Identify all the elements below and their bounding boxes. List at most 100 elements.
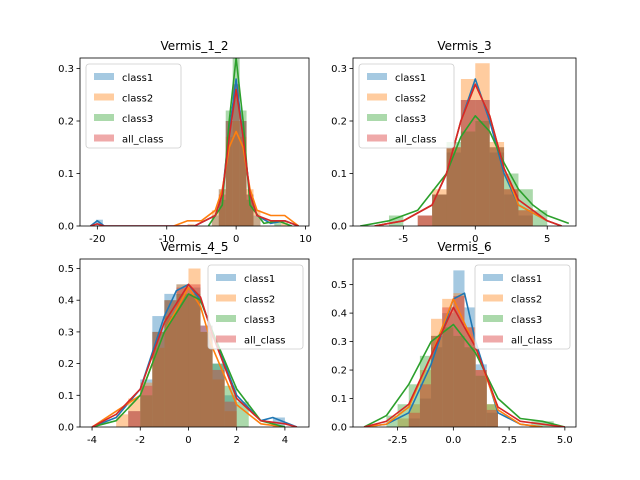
hist-bar-class1 [518,215,533,226]
hist-bar-all_class [188,284,201,427]
legend-swatch-all_class [94,134,114,142]
plot-area [363,270,566,427]
hist-bar-class2 [152,347,165,427]
legend-label-class3: class3 [395,114,426,125]
axes-frame [352,258,577,428]
y-tick-label: 0.2 [58,117,74,128]
axes-frame [79,258,310,428]
legend-label-class1: class1 [244,274,275,285]
hist-bar-class1 [232,84,240,226]
hist-bar-class2 [431,318,443,427]
hist-bar-all_class [246,194,254,226]
y-tick-label: 0.1 [58,391,74,402]
legend-swatch-class2 [483,294,503,302]
legend-swatch-class1 [367,73,387,80]
kde-line-class3 [91,293,286,427]
hist-bar-class3 [464,347,476,427]
hist-bar-class2 [218,189,226,226]
hist-bar-class2 [475,63,490,226]
x-tick-label: 5 [544,234,550,245]
hist-bar-class1 [442,313,454,427]
x-tick-label: -5 [398,234,408,245]
legend-swatch-class1 [94,73,114,80]
hist-bar-all_class [239,121,247,226]
hist-bar-class2 [176,284,189,427]
kde-line-all_class [374,83,562,226]
x-tick-label: 5.0 [557,435,573,446]
hist-bar-class3 [274,220,282,226]
y-tick-label: 0.3 [58,64,74,75]
hist-bar-class3 [432,194,447,226]
legend-swatch-all_class [216,335,236,343]
hist-bar-class2 [518,210,533,226]
hist-bar-class2 [212,379,225,427]
y-tick-label: 0.0 [58,423,74,434]
hist-bar-class2 [408,404,420,427]
hist-bar-class2 [446,147,461,226]
hist-bar-class1 [176,284,189,427]
hist-bar-class3 [225,110,233,226]
hist-bar-class3 [518,189,533,226]
legend: class1 class2 class3 all_class [474,264,571,350]
kde-line-all_class [363,306,565,427]
hist-bar-class1 [489,152,505,226]
hist-bar-class3 [200,331,213,427]
y-tick-label: 0.5 [58,264,74,275]
hist-bar-class3 [442,327,454,427]
subplot-title: Vermis_6 [437,240,491,254]
hist-bar-class1 [419,398,432,427]
legend-label-class2: class2 [395,94,426,105]
hist-bar-class1 [446,152,461,226]
y-tick-label: 0.0 [58,222,74,233]
subplot-title: Vermis_4_5 [161,240,229,254]
hist-bar-class1 [128,411,141,427]
legend-swatch-class1 [216,274,236,281]
hist-bar-class1 [224,395,237,427]
hist-bar-class2 [232,121,240,226]
hist-bar-class3 [232,58,240,226]
y-tick-label: 0.4 [58,296,74,307]
kde-line-class2 [173,130,300,226]
hist-bar-class3 [408,384,420,427]
hist-bar-class2 [140,382,153,427]
kde-line-all_class [91,283,298,427]
hist-bar-class1 [417,215,433,226]
hist-bar-all_class [518,210,533,226]
y-tick-label: 0.2 [58,359,74,370]
hist-bar-all_class [432,194,447,226]
legend-swatch-class2 [367,93,387,101]
hist-bar-class3 [246,199,254,226]
hist-bar-class1 [246,194,254,226]
hist-bar-class2 [464,327,476,427]
hist-bar-class1 [475,364,487,427]
subplot-1: -20 -10 0 10 0.0 0.1 0.2 0.3 class1 class2 class3 a… [58,39,312,245]
hist-bar-class2 [164,316,177,427]
subplot-title: Vermis_3 [437,39,491,53]
hist-bar-all_class [464,327,476,427]
hist-bar-class2 [460,79,476,226]
subplot-2: -5 0 5 0.0 0.1 0.2 0.3 class1 class2 class3 all_cl… [331,39,577,245]
hist-bar-class1 [239,121,247,226]
legend-swatch-all_class [367,134,387,142]
plot-area [360,63,570,226]
subplot-title: Vermis_1_2 [161,39,229,53]
x-tick-label: 2 [233,435,239,446]
legend-box [474,264,571,350]
hist-bar-all_class [475,370,487,427]
hist-bar-all_class [212,369,225,427]
y-tick-label: 0.4 [331,309,347,320]
legend-swatch-class2 [216,294,236,302]
hist-bar-class3 [164,300,177,427]
hist-bar-class3 [475,375,487,427]
hist-bar-class2 [417,215,433,226]
hist-bar-all_class [128,411,141,427]
legend-label-class1: class1 [122,73,153,84]
axes-frame [352,57,577,227]
plot-area [91,268,298,427]
hist-bar-class1 [140,379,153,427]
hist-bar-all_class [225,121,233,226]
legend-swatch-class3 [216,315,236,322]
y-tick-label: 0.3 [58,327,74,338]
x-tick-label: -10 [159,234,175,245]
